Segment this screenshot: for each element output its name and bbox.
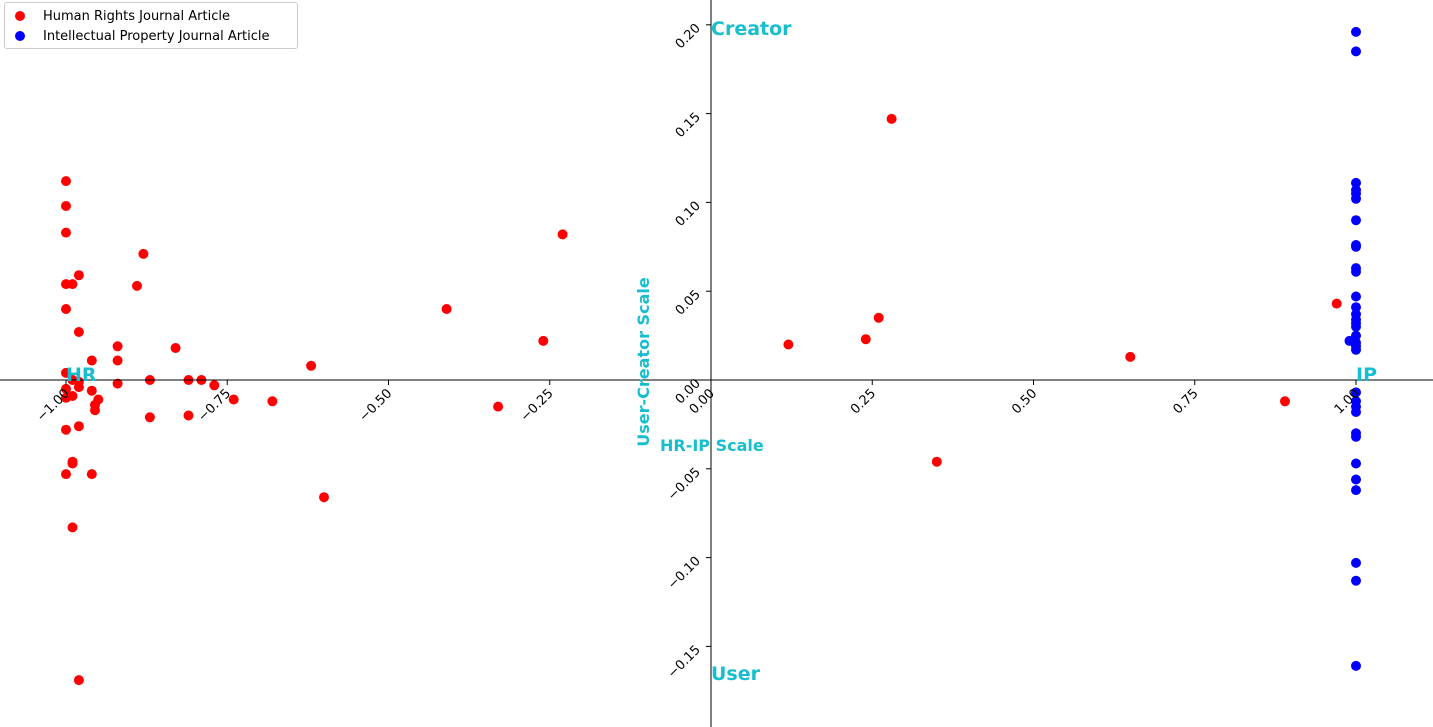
legend-entry-intellectual-property: Intellectual Property Journal Article xyxy=(15,27,270,45)
x-tick-label: 0.25 xyxy=(848,386,879,417)
hr-point xyxy=(112,378,123,389)
hr-point xyxy=(67,458,78,469)
legend-label-intellectual-property: Intellectual Property Journal Article xyxy=(43,28,270,44)
x-tick-label: −1.00 xyxy=(34,386,73,425)
hr-point xyxy=(493,401,504,412)
x-axis-label: HR-IP Scale xyxy=(660,436,764,455)
hr-point xyxy=(90,405,100,416)
ip-point xyxy=(1351,474,1361,485)
hr-point xyxy=(319,492,329,503)
hr-point xyxy=(783,339,794,350)
hr-point xyxy=(67,522,78,533)
hr-point xyxy=(183,410,194,421)
ip-point xyxy=(1351,344,1361,355)
y-tick-label: 0.20 xyxy=(673,21,704,52)
legend-marker-blue xyxy=(15,31,25,41)
points-layer xyxy=(61,26,1361,686)
y-tick-label: 0.10 xyxy=(673,199,704,230)
annotation-creator: Creator xyxy=(711,18,792,40)
ip-point xyxy=(1351,215,1361,226)
legend-label-human-rights: Human Rights Journal Article xyxy=(43,8,230,24)
hr-point xyxy=(1125,351,1136,362)
hr-point xyxy=(538,335,549,346)
legend-entry-human-rights: Human Rights Journal Article xyxy=(15,7,230,25)
ip-point xyxy=(1351,458,1361,469)
ip-point xyxy=(1351,575,1361,586)
hr-point xyxy=(93,394,104,405)
ip-point xyxy=(1351,177,1361,188)
y-tick-label: −0.10 xyxy=(665,554,704,593)
ip-point xyxy=(1351,291,1361,302)
legend: Human Rights Journal Article Intellectua… xyxy=(4,2,298,49)
hr-point xyxy=(73,327,84,337)
hr-point xyxy=(86,355,97,366)
y-axis-label: User-Creator Scale xyxy=(634,277,653,447)
hr-point xyxy=(170,343,181,353)
hr-point xyxy=(209,380,220,391)
hr-point xyxy=(267,396,278,407)
hr-point xyxy=(67,279,78,290)
x-tick-label: 0.50 xyxy=(1009,386,1040,417)
hr-point xyxy=(228,394,239,405)
hr-point xyxy=(61,367,71,378)
ticks-layer: −1.00 −0.75 −0.50 −0.25 0.00 0.25 0.50 0.75 1.00… xyxy=(34,21,1363,681)
hr-point xyxy=(306,360,317,371)
annotation-ip: IP xyxy=(1356,364,1377,386)
annotation-user: User xyxy=(711,663,761,685)
hr-point xyxy=(61,304,71,314)
x-tick-label: 0.75 xyxy=(1170,386,1201,417)
hr-point xyxy=(112,355,123,366)
legend-marker-red xyxy=(15,11,25,21)
hr-point xyxy=(61,392,71,403)
hr-point xyxy=(873,312,884,323)
ip-point xyxy=(1351,241,1361,252)
ip-point xyxy=(1351,46,1361,57)
ip-point xyxy=(1351,302,1361,313)
hr-point xyxy=(61,383,71,394)
x-tick-label: −0.25 xyxy=(518,386,557,425)
hr-point xyxy=(61,424,71,435)
y-tick-label: 0.05 xyxy=(673,287,704,318)
hr-point xyxy=(112,341,123,352)
ip-point xyxy=(1351,431,1361,442)
y-tick-label: 0.15 xyxy=(673,110,704,141)
hr-point xyxy=(132,280,142,291)
hr-point xyxy=(61,201,71,211)
hr-point xyxy=(86,469,97,480)
ip-point xyxy=(1351,26,1361,37)
ip-point xyxy=(1351,660,1361,671)
hr-point xyxy=(73,421,84,432)
hr-point xyxy=(860,334,871,345)
ip-point xyxy=(1351,193,1361,204)
hr-point xyxy=(557,229,568,240)
hr-point xyxy=(73,270,84,281)
ip-point xyxy=(1351,387,1361,398)
hr-point xyxy=(144,412,155,423)
ip-point xyxy=(1351,266,1361,277)
hr-point xyxy=(61,176,71,187)
y-tick-label: −0.05 xyxy=(665,465,704,504)
hr-point xyxy=(138,248,149,259)
ip-point xyxy=(1351,407,1361,417)
ip-point xyxy=(1351,557,1361,568)
hr-point xyxy=(73,382,84,393)
hr-point xyxy=(931,456,942,467)
hr-point xyxy=(886,113,897,124)
y-tick-label: −0.15 xyxy=(665,643,704,682)
hr-point xyxy=(61,469,71,480)
ip-point xyxy=(1351,321,1361,332)
ip-point xyxy=(1351,485,1361,496)
annotation-hr: HR xyxy=(66,364,97,386)
hr-point xyxy=(61,227,71,238)
x-tick-label: −0.50 xyxy=(357,386,396,425)
hr-point xyxy=(441,304,452,314)
hr-point xyxy=(73,675,84,686)
hr-point xyxy=(1280,396,1290,407)
hr-point xyxy=(86,385,97,396)
x-tick-label: −0.75 xyxy=(195,386,234,425)
hr-point xyxy=(1331,298,1342,309)
